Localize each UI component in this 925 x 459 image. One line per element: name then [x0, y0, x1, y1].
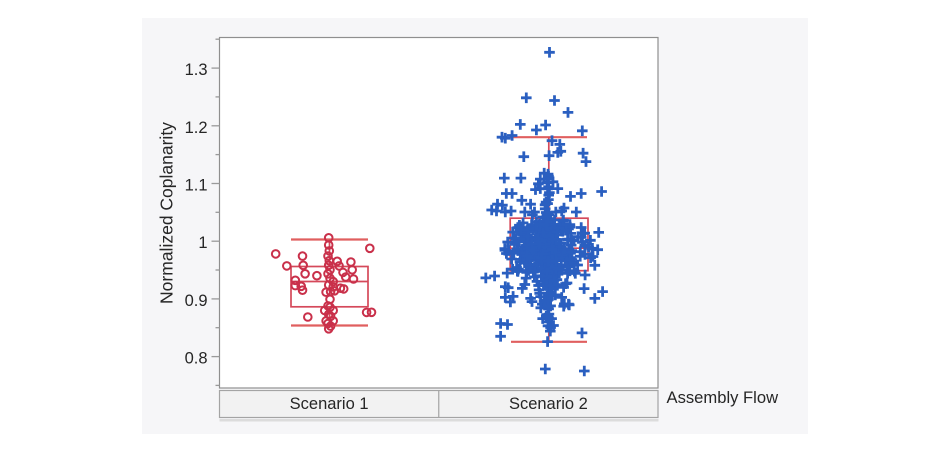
svg-text:Assembly Flow: Assembly Flow [667, 388, 780, 407]
svg-text:1: 1 [198, 234, 207, 252]
svg-text:1.3: 1.3 [185, 61, 208, 79]
svg-text:0.8: 0.8 [185, 350, 208, 368]
svg-text:Normalized Coplanarity: Normalized Coplanarity [157, 122, 177, 304]
svg-text:0.9: 0.9 [185, 292, 208, 310]
svg-text:Scenario 1: Scenario 1 [290, 395, 369, 413]
svg-text:Scenario 2: Scenario 2 [509, 395, 588, 413]
svg-text:1.2: 1.2 [185, 119, 208, 137]
svg-text:1.1: 1.1 [185, 177, 208, 195]
